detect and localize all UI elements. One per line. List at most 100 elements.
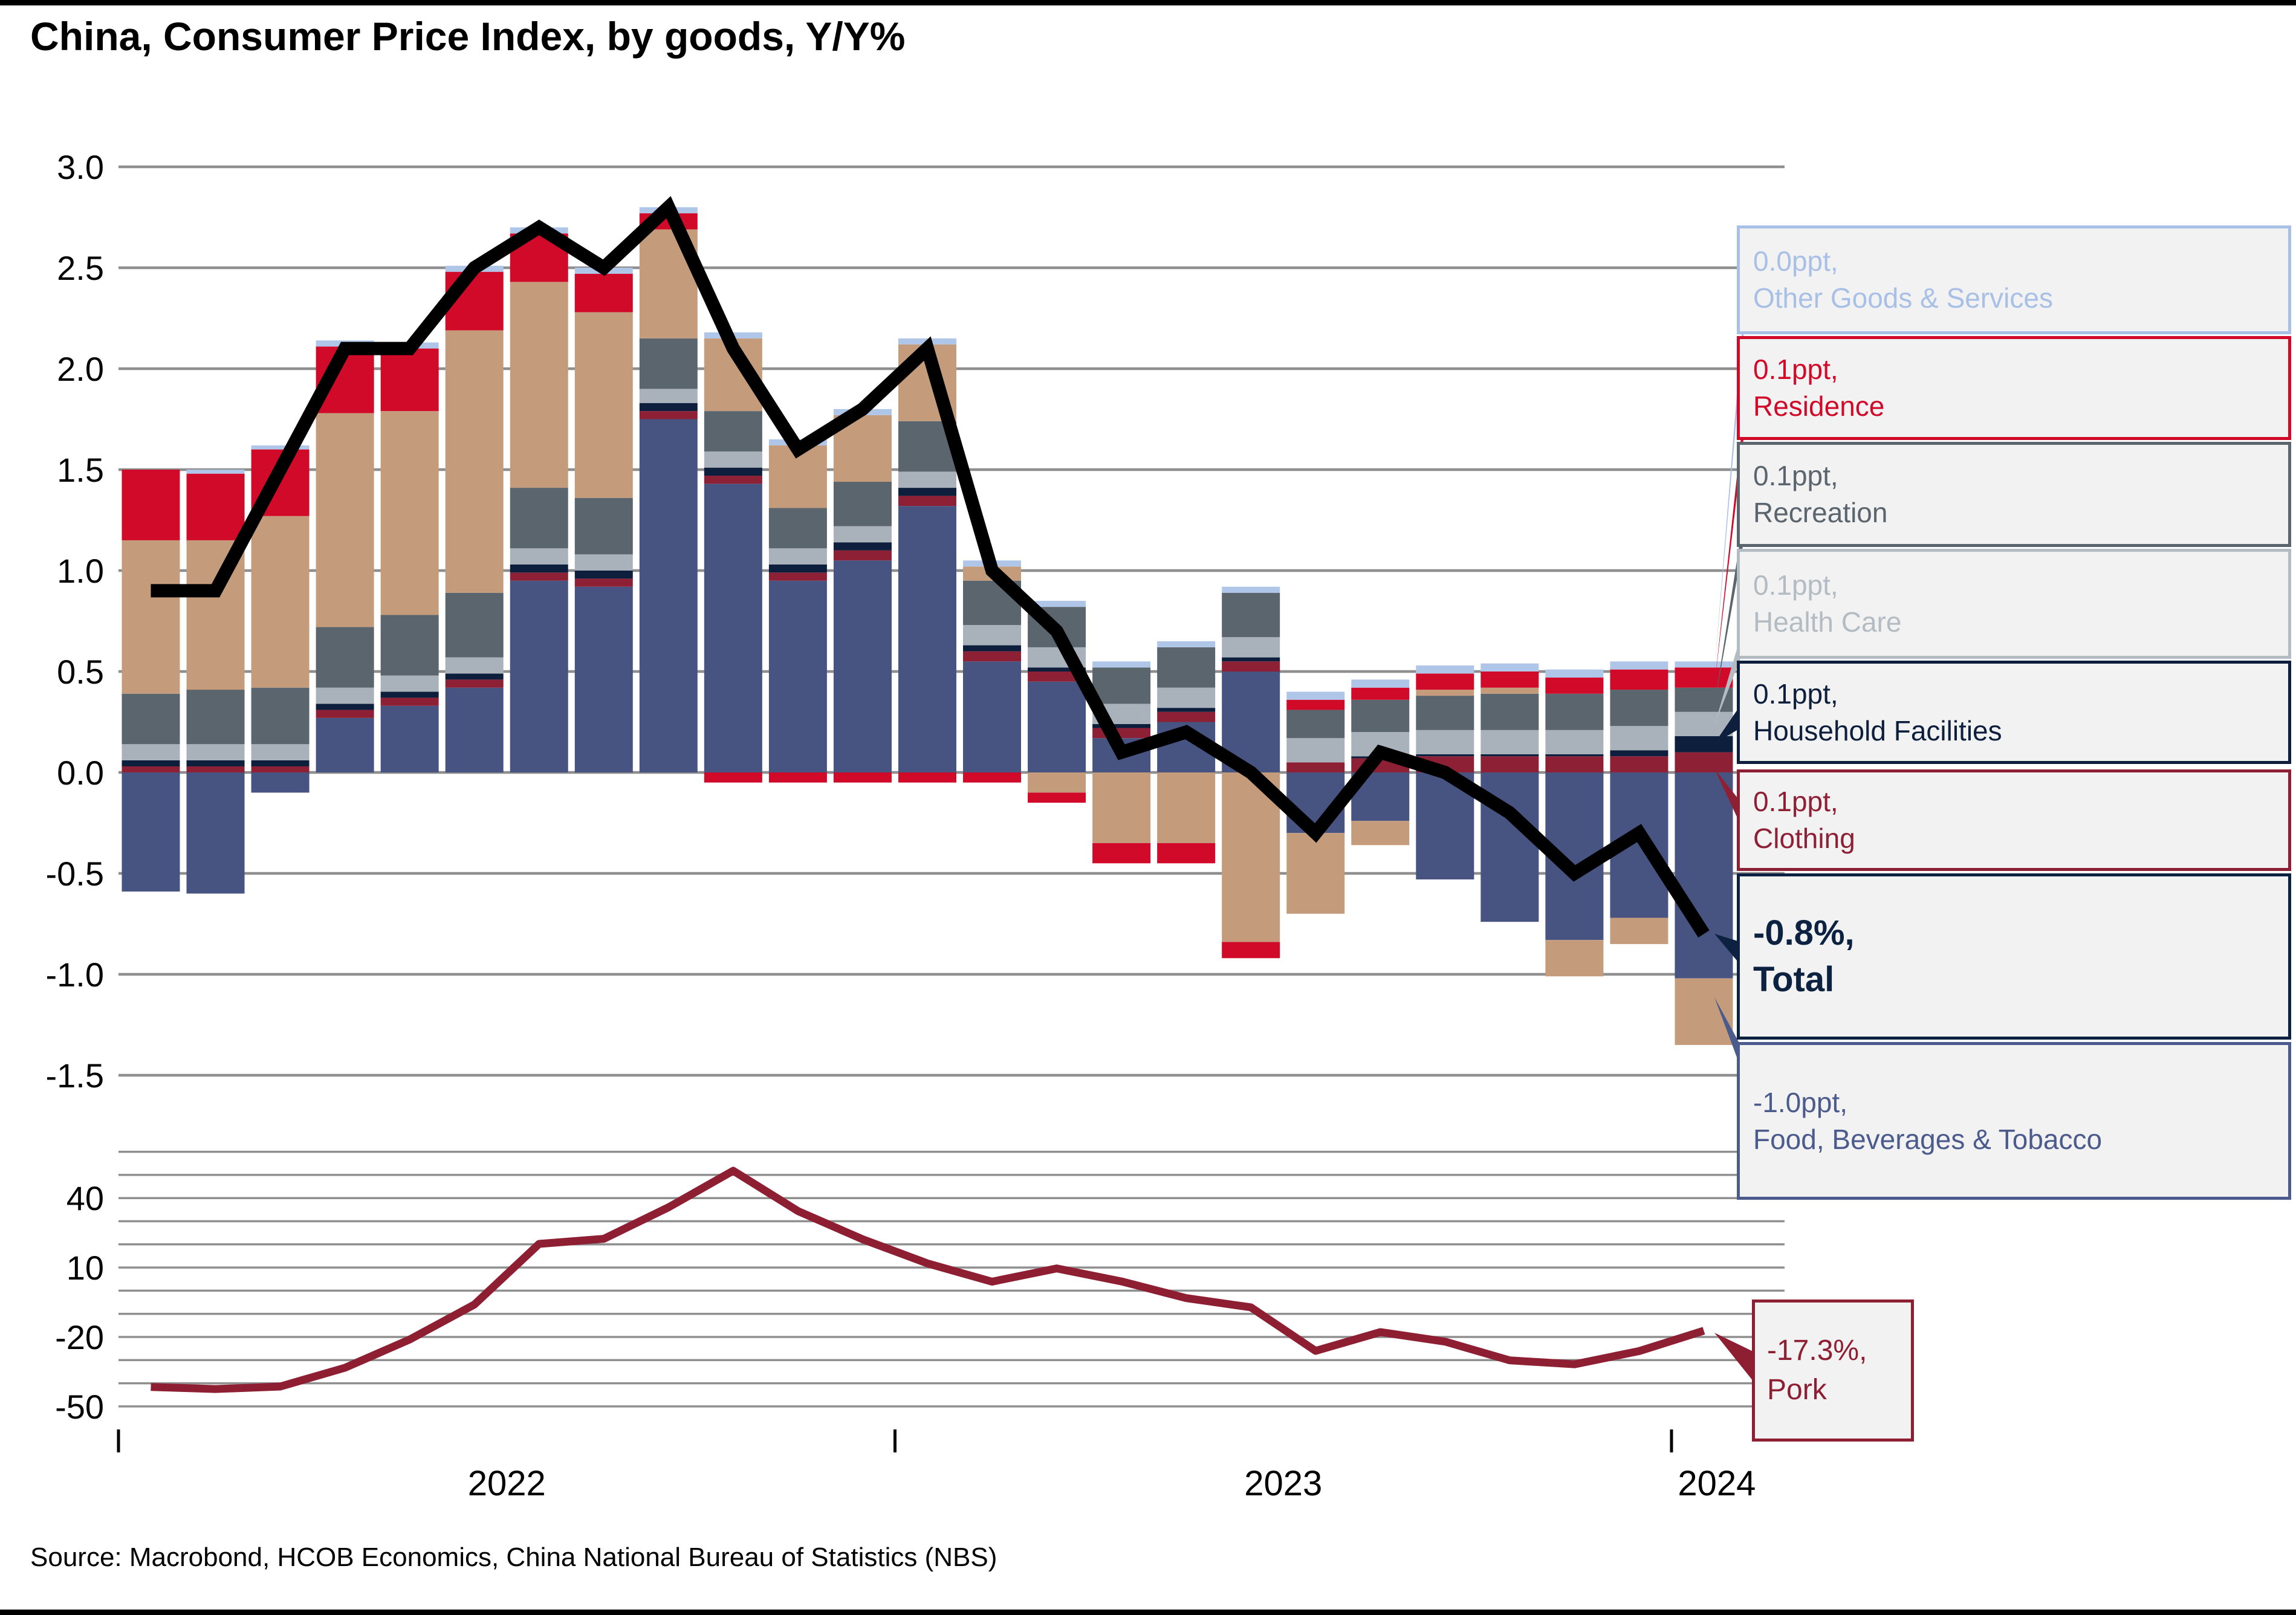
legend-label: Recreation (1753, 497, 1888, 528)
bar-segment-clothing (963, 651, 1022, 662)
bar-segment-household-facilities (704, 467, 762, 476)
bar-segment-other-goods-services (1545, 669, 1604, 678)
bar-segment-recreation (1480, 693, 1539, 730)
main-y-axis-label: 2.5 (57, 249, 104, 287)
bar-segment-other-goods-services (1092, 661, 1151, 668)
bar-segment-household-facilities (1545, 754, 1604, 757)
bar-segment-clothing (1028, 672, 1086, 682)
main-y-axis-label: 1.0 (57, 552, 104, 590)
bar-segment-clothing (639, 411, 698, 419)
legend-callout-other-goods-services: 0.0ppt, Other Goods & Services (1737, 225, 2291, 334)
legend-callout-recreation: 0.1ppt, Recreation (1737, 442, 2291, 547)
bar-segment-residence (833, 772, 892, 783)
bar-segment-household-facilities (1610, 750, 1668, 757)
bar-segment-transport-communication (251, 516, 310, 688)
legend-label: Clothing (1753, 823, 1855, 854)
bar-segment-health-care (1610, 726, 1668, 751)
bar-segment-household-facilities (768, 564, 827, 573)
bar-segment-household-facilities (639, 403, 698, 412)
bar-segment-residence (1351, 687, 1410, 700)
bar-segment-other-goods-services (1351, 679, 1410, 688)
bar-segment-household-facilities (186, 760, 245, 766)
bar-segment-food-beverages-tobacco (898, 506, 956, 772)
bar-segment-transport-communication (1675, 978, 1733, 1045)
bar-segment-residence (1416, 673, 1474, 690)
bar-segment-food-beverages-tobacco (445, 687, 504, 772)
bar-segment-household-facilities (1416, 754, 1474, 757)
main-y-axis-label: -0.5 (46, 855, 105, 893)
bar-segment-food-beverages-tobacco (251, 772, 310, 793)
bar-segment-health-care (1416, 730, 1474, 754)
bar-segment-residence (1610, 669, 1668, 690)
bar-segment-household-facilities (251, 760, 310, 766)
legend-callout-total: -0.8%, Total (1737, 873, 2291, 1040)
bar-segment-health-care (380, 675, 439, 692)
bar-segment-recreation (251, 687, 310, 745)
main-y-axis-label: 3.0 (57, 148, 104, 186)
bar-segment-health-care (122, 744, 180, 760)
bar-segment-household-facilities (510, 564, 568, 573)
bar-segment-clothing (1675, 752, 1733, 772)
legend-value: 0.1ppt, (1753, 786, 1838, 818)
bar-segment-health-care (639, 389, 698, 403)
bar-segment-recreation (574, 497, 633, 555)
bar-segment-food-beverages-tobacco (963, 661, 1022, 772)
bar-segment-household-facilities (833, 542, 892, 551)
bar-segment-other-goods-services (186, 470, 245, 474)
bar-segment-residence (1545, 678, 1604, 694)
main-y-axis-label: 0.5 (57, 653, 104, 691)
bar-segment-transport-communication (1028, 772, 1086, 793)
bar-segment-health-care (704, 451, 762, 468)
top-border-rule (0, 0, 2296, 5)
bar-segment-health-care (445, 657, 504, 674)
bar-segment-transport-communication (1610, 918, 1668, 944)
legend-callout-food-beverages-tobacco: -1.0ppt, Food, Beverages & Tobacco (1737, 1042, 2291, 1200)
bar-segment-household-facilities (316, 704, 374, 710)
legend-value: 0.1ppt, (1753, 354, 1838, 386)
total-line (151, 196, 1710, 938)
bar-segment-transport-communication (1351, 821, 1410, 846)
bar-segment-health-care (1222, 637, 1280, 658)
legend-label: Health Care (1753, 606, 1902, 638)
bar-segment-transport-communication (1545, 940, 1604, 977)
bar-segment-clothing (1610, 756, 1668, 772)
bar-segment-clothing (574, 578, 633, 587)
legend-value: 0.0ppt, (1753, 245, 1838, 277)
bar-segment-clothing (1286, 762, 1345, 772)
bar-segment-transport-communication (1416, 690, 1474, 696)
pork-callout-label: Pork (1767, 1373, 1827, 1406)
bar-segment-transport-communication (1157, 772, 1216, 843)
bar-segment-transport-communication (122, 540, 180, 694)
bar-segment-recreation (1610, 690, 1668, 727)
bar-segment-recreation (186, 690, 245, 745)
bar-segment-food-beverages-tobacco (186, 772, 245, 894)
bar-segment-transport-communication (316, 413, 374, 627)
bottom-border-rule (0, 1610, 2296, 1615)
bar-segment-food-beverages-tobacco (380, 705, 439, 772)
bar-segment-health-care (1157, 687, 1216, 708)
bar-segment-household-facilities (1222, 657, 1280, 662)
legend-value: -0.8%, (1753, 913, 1855, 953)
bar-segment-household-facilities (1675, 736, 1733, 752)
legend-label: Residence (1753, 390, 1885, 422)
legend-label: Food, Beverages & Tobacco (1753, 1123, 2103, 1155)
bar-segment-recreation (510, 488, 568, 549)
bar-segment-health-care (1286, 738, 1345, 763)
x-axis-year-label: 2024 (1678, 1464, 1756, 1503)
legend-value: -1.0ppt, (1753, 1086, 1847, 1118)
chart-title: China, Consumer Price Index, by goods, Y… (30, 14, 906, 59)
bar-segment-health-care (510, 548, 568, 565)
bar-segment-other-goods-services (251, 445, 310, 450)
bar-segment-recreation (1545, 693, 1604, 730)
bar-segment-transport-communication (1092, 772, 1151, 843)
bar-segment-recreation (704, 411, 762, 451)
bar-segment-recreation (122, 693, 180, 745)
main-y-axis-label: -1.5 (46, 1057, 105, 1095)
bar-segment-household-facilities (1157, 708, 1216, 712)
bar-segment-health-care (898, 471, 956, 488)
bar-segment-household-facilities (963, 645, 1022, 652)
main-y-axis-label: -1.0 (46, 956, 105, 994)
pork-line (151, 1167, 1705, 1393)
